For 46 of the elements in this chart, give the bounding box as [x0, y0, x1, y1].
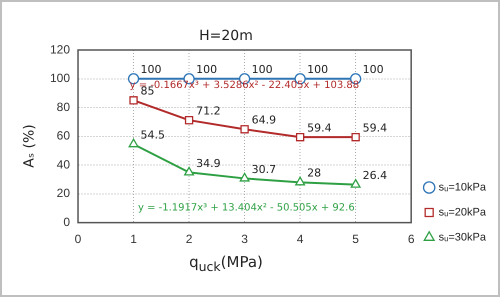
data-label: 100: [252, 63, 273, 76]
x-tick-label: 6: [408, 232, 415, 246]
legend-label: sᵤ=30kPa: [438, 232, 487, 244]
y-tick-label: 20: [56, 186, 70, 200]
point: [351, 132, 360, 142]
x-tick-label: 0: [74, 232, 82, 246]
data-label: 100: [362, 63, 384, 76]
point: [184, 166, 194, 176]
point: [350, 178, 361, 188]
point: [128, 73, 140, 84]
point: [296, 132, 304, 142]
data-label: 59.4: [307, 122, 332, 135]
data-label: 100: [196, 63, 218, 76]
x-tick-label: 2: [186, 232, 193, 246]
data-label: 30.7: [252, 162, 276, 176]
legend-label: sᵤ=10kPa: [438, 182, 487, 194]
x-tick-label: 3: [241, 232, 248, 246]
x-tick-label: 4: [296, 232, 304, 246]
point: [129, 96, 138, 105]
data-label: 100: [140, 63, 162, 76]
point: [184, 116, 194, 124]
data-label: 100: [307, 63, 328, 76]
chart-title: H=20m: [198, 28, 254, 44]
data-label: 26.4: [362, 168, 388, 182]
y-tick-label: 80: [56, 100, 70, 114]
data-label: 34.9: [196, 156, 221, 170]
y-tick-label: 60: [56, 128, 70, 143]
data-label: 64.9: [252, 114, 276, 127]
point: [240, 125, 249, 134]
data-label: 59.4: [362, 122, 388, 135]
data-label: 28: [307, 166, 322, 180]
y-axis-title: Aₛ (%): [22, 124, 38, 168]
x-axis-title: q$_{uck}$(MPa): [188, 253, 264, 274]
point: [295, 176, 306, 186]
legend-label: sᵤ=20kPa: [438, 206, 487, 219]
y-tick-label: 0: [63, 214, 70, 229]
y-tick-label: 100: [50, 71, 70, 86]
x-tick-label: 1: [130, 232, 138, 246]
data-label: 54.5: [140, 128, 166, 142]
data-label: 71.2: [196, 104, 221, 118]
x-tick-label: 5: [352, 232, 360, 246]
point: [240, 172, 250, 182]
point: [128, 138, 139, 148]
y-tick-label: 120: [50, 42, 70, 56]
y-tick-label: 40: [56, 157, 70, 172]
annotation: y = -1.1917x³ + 13.404x² - 50.505x + 92.6: [138, 202, 355, 214]
